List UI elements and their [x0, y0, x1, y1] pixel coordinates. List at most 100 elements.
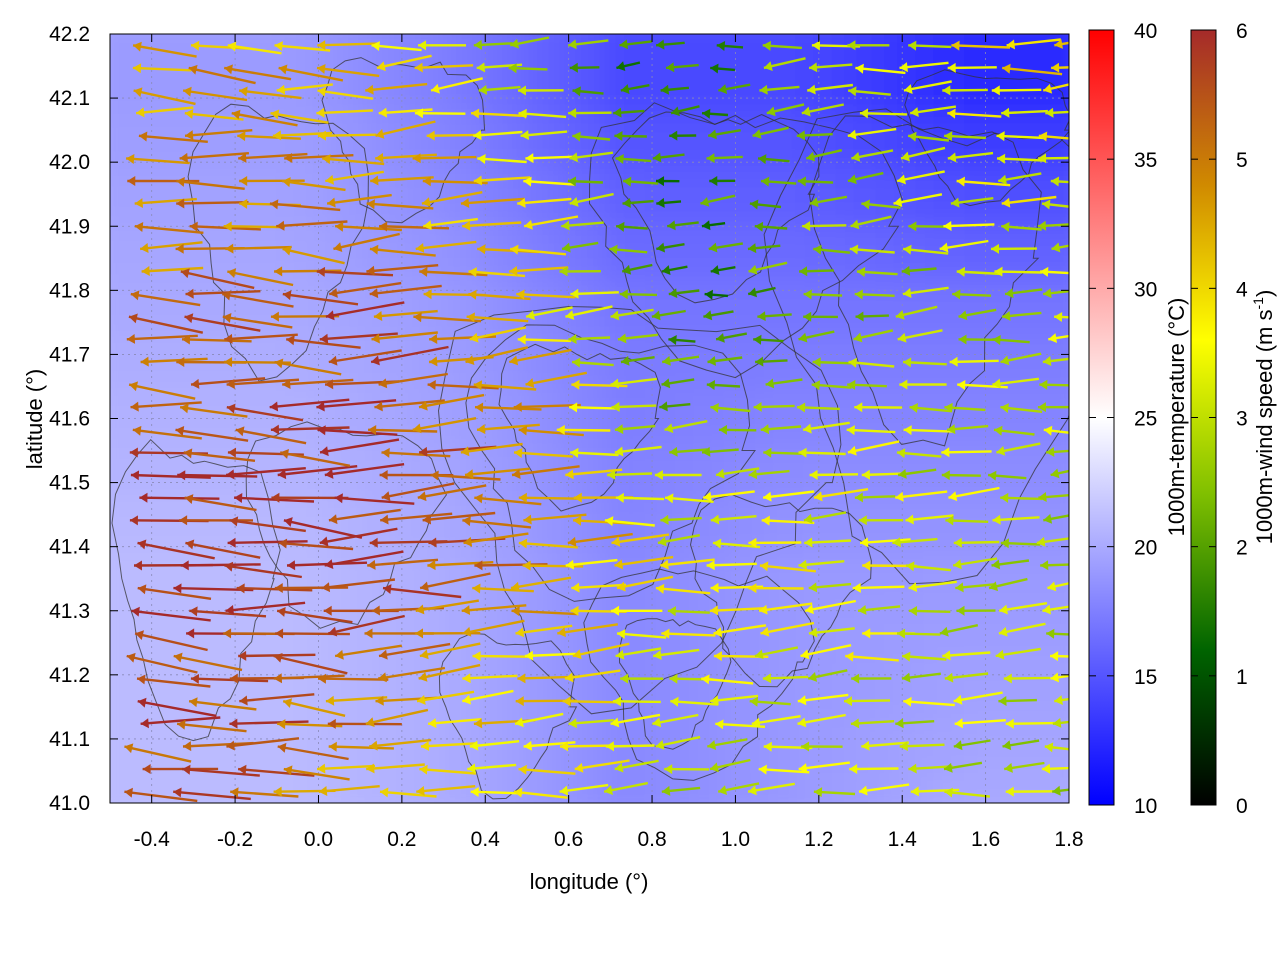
- wind-vector-shaft: [225, 467, 306, 477]
- wind-vector-shaft: [276, 83, 333, 92]
- wind-vector-head: [1002, 63, 1011, 74]
- wind-vector: [715, 719, 766, 730]
- wind-vector-shaft: [797, 713, 846, 725]
- wind-vector-head: [652, 717, 662, 728]
- wind-vector-shaft: [274, 360, 342, 376]
- wind-vector-shaft: [223, 66, 292, 81]
- wind-vector-head: [903, 357, 912, 368]
- wind-vector-head: [561, 242, 571, 253]
- wind-vector: [707, 129, 741, 140]
- wind-vector: [189, 221, 261, 232]
- wind-vector-head: [1045, 107, 1054, 118]
- wind-vector-shaft: [565, 305, 613, 318]
- wind-vector-head: [905, 561, 915, 572]
- wind-vector-head: [796, 130, 806, 141]
- wind-vector-head: [798, 763, 808, 774]
- wind-vector: [238, 86, 302, 100]
- wind-vector-shaft: [513, 790, 568, 799]
- wind-vector-shaft: [420, 742, 477, 748]
- wind-vector-head: [1001, 107, 1010, 118]
- wind-vector: [902, 244, 949, 255]
- wind-vector: [803, 289, 843, 300]
- wind-vector-shaft: [371, 331, 438, 341]
- wind-vector: [139, 492, 220, 503]
- wind-vector: [1044, 742, 1069, 753]
- wind-vector: [415, 599, 479, 615]
- wind-vector-head: [759, 561, 769, 572]
- wind-vector-head: [661, 628, 670, 639]
- wind-vector-shaft: [423, 217, 478, 228]
- wind-vector: [908, 40, 952, 51]
- wind-vector-shaft: [804, 599, 857, 612]
- wind-vector-shaft: [225, 245, 292, 251]
- wind-vector-shaft: [419, 572, 491, 590]
- wind-vector: [610, 713, 661, 728]
- wind-vector: [227, 268, 294, 287]
- wind-vector: [381, 447, 451, 458]
- wind-vector-head: [799, 266, 808, 277]
- wind-vector: [328, 614, 405, 637]
- wind-vector-head: [131, 606, 140, 617]
- wind-vector: [559, 266, 601, 277]
- wind-vector-shaft: [135, 106, 194, 115]
- wind-vector: [468, 267, 526, 278]
- wind-vector-shaft: [132, 66, 192, 72]
- wind-vector-shaft: [702, 490, 755, 499]
- wind-vector-head: [429, 356, 438, 367]
- wind-vector: [185, 539, 261, 559]
- wind-vector: [1046, 446, 1069, 457]
- wind-vector: [854, 492, 896, 503]
- wind-vector-head: [413, 312, 422, 323]
- wind-vector-shaft: [173, 654, 243, 672]
- wind-vector-head: [762, 40, 772, 51]
- wind-vector-head: [614, 446, 624, 457]
- wind-vector-head: [798, 559, 807, 570]
- wind-vector: [843, 696, 891, 707]
- contour-line: [187, 103, 369, 382]
- wind-vector-head: [427, 380, 436, 390]
- wind-vector-head: [1043, 83, 1053, 94]
- wind-vector-head: [953, 694, 963, 705]
- wind-vector-shaft: [316, 270, 394, 277]
- wind-vector: [903, 425, 954, 436]
- wind-vector: [910, 105, 957, 117]
- wind-vector-head: [669, 130, 678, 141]
- wind-vector: [851, 673, 892, 684]
- wind-vector-head: [476, 62, 486, 73]
- wind-vector-shaft: [559, 783, 609, 793]
- wind-vector: [1003, 673, 1051, 684]
- wind-vector: [462, 673, 518, 684]
- wind-vector: [370, 345, 449, 366]
- wind-vector-shaft: [181, 767, 260, 777]
- wind-vector: [473, 39, 513, 50]
- y-tick-label: 41.7: [49, 343, 90, 366]
- wind-vector: [803, 511, 847, 524]
- wind-vector-head: [899, 62, 908, 73]
- wind-vector-head: [813, 491, 823, 502]
- wind-vector: [325, 301, 405, 321]
- wind-vector: [707, 738, 748, 750]
- wind-vector-shaft: [462, 519, 532, 529]
- wind-vector: [953, 739, 991, 751]
- wind-vector: [892, 537, 938, 548]
- wind-vector-shaft: [231, 112, 298, 127]
- wind-vector: [846, 425, 896, 436]
- wind-vector-head: [421, 197, 431, 208]
- wind-vector: [944, 131, 986, 142]
- wind-vector: [854, 289, 895, 300]
- wind-vector-shaft: [317, 42, 378, 47]
- wind-vector: [184, 494, 257, 512]
- wind-vector-head: [994, 266, 1003, 277]
- wind-vector-head: [908, 582, 918, 593]
- wind-vector-head: [177, 719, 186, 730]
- wind-vector-head: [515, 696, 524, 707]
- wind-vector-head: [992, 378, 1001, 389]
- wind-vector-head: [518, 108, 527, 119]
- wind-vector: [668, 288, 700, 299]
- wind-vector: [849, 763, 899, 774]
- wind-vector-head: [611, 536, 621, 547]
- wind-vector-head: [465, 355, 475, 365]
- wind-vector: [765, 378, 803, 389]
- x-axis-label: longitude (°): [530, 869, 649, 894]
- wind-vector-head: [847, 174, 857, 185]
